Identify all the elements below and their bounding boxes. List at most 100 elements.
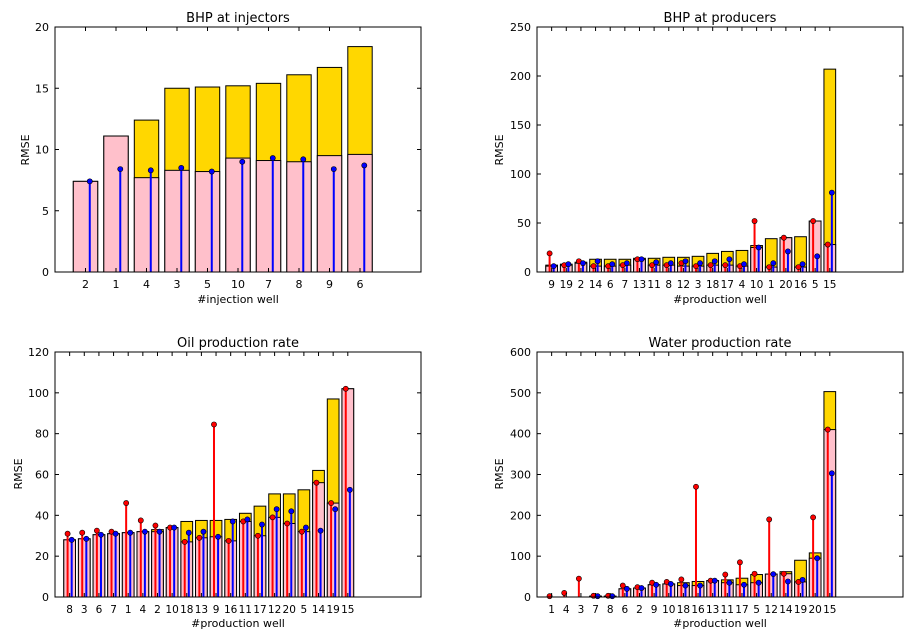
red-stem-marker-14: [313, 479, 320, 486]
panel-4-xlabel: #production well: [673, 617, 767, 630]
panel-4-axes-frame: [536, 351, 904, 598]
panel-2-title: BHP at producers: [664, 11, 777, 26]
component-bar-3: [164, 169, 190, 273]
red-stem-marker-17: [255, 532, 261, 539]
total-bar-15: [823, 68, 837, 273]
y-tick-label: 200: [510, 509, 531, 522]
blue-stem-marker-8: [300, 156, 307, 163]
red-stem-marker-14: [590, 263, 597, 270]
x-tick-label: 13: [195, 604, 208, 616]
x-tick-label: 9: [548, 279, 555, 291]
x-tick-label: 15: [341, 604, 354, 616]
component-bar-1: [121, 532, 135, 598]
blue-stem-marker-14: [785, 578, 791, 585]
panel-3-marks: [63, 385, 355, 598]
blue-stem-marker-13: [200, 528, 207, 535]
component-bar-7: [107, 533, 120, 598]
red-stem-marker-18: [181, 538, 188, 545]
red-stem-marker-16: [225, 537, 232, 544]
x-tick-label: 10: [662, 604, 675, 616]
blue-stem-marker-14: [317, 527, 324, 534]
red-stem-marker-8: [64, 530, 71, 537]
blue-stem-marker-2: [86, 178, 93, 185]
x-tick-label: 4: [139, 604, 146, 616]
component-bar-17: [253, 535, 267, 598]
blue-stem-marker-1: [127, 529, 134, 536]
x-tick-label: 12: [677, 279, 690, 291]
component-bar-16: [224, 540, 238, 598]
y-tick-label: 400: [510, 428, 531, 441]
blue-stem-marker-2: [638, 585, 645, 591]
blue-stem-marker-12: [770, 571, 777, 578]
x-tick-label: 19: [326, 604, 339, 616]
component-bar-4: [136, 531, 150, 598]
component-bar-5: [194, 171, 221, 273]
x-tick-label: 8: [607, 604, 614, 616]
y-tick-label: 200: [510, 70, 531, 83]
x-tick-label: 17: [253, 604, 266, 616]
red-stem-marker-1: [123, 500, 130, 506]
panel-1-xlabel: #injection well: [197, 293, 279, 306]
blue-stem-marker-8: [667, 260, 674, 267]
blue-stem-marker-3: [83, 535, 90, 542]
blue-stem-marker-3: [178, 164, 185, 171]
red-stem-marker-20: [780, 234, 787, 241]
x-tick-label: 1: [548, 604, 555, 616]
red-stem-marker-11: [649, 262, 655, 269]
x-tick-label: 20: [808, 604, 821, 616]
x-tick-label: 3: [81, 604, 88, 616]
blue-stem-marker-15: [828, 470, 835, 477]
red-stem-marker-12: [766, 516, 773, 523]
component-bar-4: [133, 177, 160, 273]
x-tick-label: 4: [143, 278, 150, 291]
x-tick-label: 17: [735, 604, 748, 616]
x-tick-label: 5: [301, 604, 308, 616]
panel-2-xlabel: #production well: [673, 293, 767, 306]
component-bar-20: [779, 237, 793, 273]
panel-3-title: Oil production rate: [177, 336, 299, 351]
panel-2-axes-frame: [536, 26, 904, 273]
panel-1-ticks: 0 5 10 15 20 2 1 4 3 5 10 7 8 9 6: [35, 21, 421, 291]
blue-stem-marker-14: [594, 258, 601, 265]
x-tick-label: 20: [779, 279, 792, 291]
y-tick-label: 5: [42, 205, 49, 218]
x-tick-label: 12: [765, 604, 778, 616]
panel-3-ylabel: RMSE: [12, 458, 25, 489]
component-bar-14: [312, 482, 325, 598]
component-bar-13: [195, 537, 208, 598]
blue-stem-marker-7: [623, 260, 630, 267]
panel-oil-production: Oil production rate RMSE #production wel…: [12, 336, 422, 630]
y-tick-label: 250: [510, 21, 531, 34]
y-tick-label: 0: [524, 591, 531, 604]
x-tick-label: 19: [794, 604, 807, 616]
panel-4-title: Water production rate: [649, 336, 792, 351]
red-stem-marker-17: [737, 559, 743, 566]
panel-2-marks: [545, 68, 837, 273]
x-tick-label: 14: [312, 604, 326, 616]
red-stem-marker-15: [342, 385, 349, 392]
blue-stem-marker-11: [653, 259, 660, 266]
x-tick-label: 2: [636, 604, 643, 616]
y-tick-label: 100: [28, 387, 49, 400]
y-tick-label: 80: [35, 428, 49, 441]
panel-water-production: Water production rate RMSE #production w…: [493, 336, 904, 630]
red-stem-marker-11: [722, 571, 729, 578]
component-bar-7: [255, 160, 282, 273]
red-stem-marker-5: [298, 528, 305, 535]
red-stem-marker-20: [284, 520, 291, 527]
blue-stem-marker-19: [565, 261, 572, 268]
red-stem-marker-5: [751, 570, 758, 577]
red-stem-marker-20: [810, 514, 817, 521]
panel-4-ylabel: RMSE: [493, 458, 506, 489]
y-tick-label: 20: [35, 21, 49, 34]
panel-1-ylabel: RMSE: [19, 134, 32, 165]
component-bar-2: [151, 531, 164, 598]
blue-stem-marker-19: [332, 506, 339, 513]
component-bar-15: [823, 244, 837, 273]
blue-stem-marker-16: [697, 582, 703, 589]
blue-stem-marker-11: [244, 516, 251, 523]
x-tick-label: 15: [823, 279, 836, 291]
component-bar-10: [225, 157, 251, 273]
x-tick-label: 11: [721, 604, 734, 616]
blue-stem-marker-13: [638, 256, 645, 263]
